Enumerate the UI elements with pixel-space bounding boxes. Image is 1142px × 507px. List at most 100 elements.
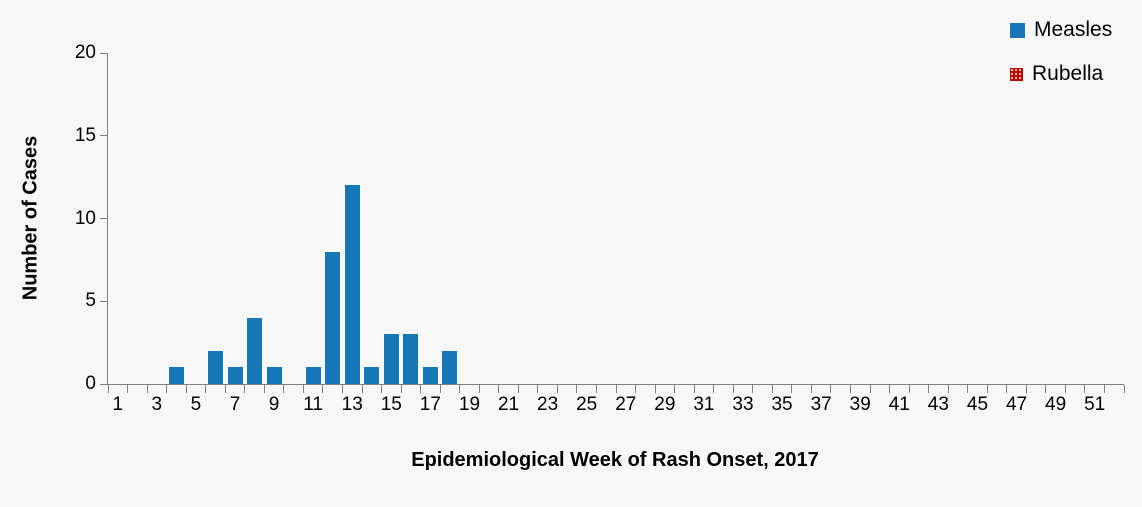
x-tick-label-21: 21 [497,394,520,415]
legend: Measles Rubella [1010,18,1112,106]
x-tick-51 [1103,385,1105,393]
x-tick-label-7: 7 [229,394,241,415]
x-tick-41 [908,385,910,393]
x-tick-42 [928,385,930,393]
x-tick-label-15: 15 [380,394,402,415]
x-tick-38 [849,385,851,393]
y-axis-title: Number of Cases [19,135,42,301]
x-tick-48 [1045,385,1047,393]
bar-measles-week-18 [442,350,458,384]
x-tick-34 [771,385,773,393]
y-tick-label-15: 15 [74,124,96,146]
rubella-swatch-icon [1010,67,1023,81]
bar-measles-week-15 [383,334,399,384]
x-tick-32 [732,385,734,393]
y-tick-label-5: 5 [85,290,96,312]
y-tick-10 [100,218,107,219]
x-tick-22 [537,385,539,393]
x-tick-29 [674,385,676,393]
bar-measles-week-17 [422,367,438,384]
x-tick-18 [459,385,461,393]
x-tick-52 [1123,385,1125,393]
x-tick-7 [244,385,246,393]
bar-measles-week-9 [266,367,282,384]
x-tick-14 [381,385,383,393]
x-tick-10 [302,385,304,393]
x-tick-label-41: 41 [888,394,910,415]
x-tick-label-49: 49 [1045,394,1067,415]
x-tick-23 [556,385,558,393]
bar-measles-week-13 [344,185,360,384]
y-tick-label-20: 20 [74,42,96,63]
x-tick-label-19: 19 [458,394,481,415]
x-tick-45 [986,385,988,393]
x-tick-2 [146,385,148,393]
x-tick-33 [752,385,754,393]
x-tick-label-25: 25 [576,394,598,415]
x-tick-3 [166,385,168,393]
x-tick-label-27: 27 [615,394,637,415]
x-tick-label-45: 45 [966,394,989,415]
x-tick-17 [439,385,441,393]
y-tick-5 [100,300,107,302]
x-axis-title: Epidemiological Week of Rash Onset, 2017 [411,449,819,471]
x-tick-27 [635,385,637,393]
measles-swatch-icon [1010,22,1025,38]
x-tick-label-29: 29 [654,394,676,415]
x-tick-label-39: 39 [849,394,871,415]
x-tick-label-5: 5 [190,394,202,415]
legend-item-measles: Measles [1010,18,1112,42]
x-tick-40 [889,385,891,393]
x-tick-26 [615,385,617,393]
x-tick-label-33: 33 [732,394,754,415]
x-tick-label-31: 31 [693,394,715,415]
x-tick-8 [263,385,265,393]
x-tick-43 [947,385,949,393]
x-tick-39 [869,385,871,393]
bar-measles-week-12 [325,251,341,384]
y-tick-15 [100,135,107,137]
x-tick-47 [1025,385,1027,393]
legend-item-rubella: Rubella [1010,62,1112,86]
bar-measles-week-4 [168,367,184,384]
bar-measles-week-6 [207,350,223,384]
bar-measles-week-7 [227,367,243,384]
x-tick-28 [654,385,656,393]
x-tick-1 [127,385,129,393]
x-tick-50 [1084,385,1086,393]
x-tick-21 [517,385,519,393]
y-tick-label-10: 10 [74,207,96,229]
x-tick-4 [185,385,187,393]
x-tick-19 [478,385,480,393]
bar-measles-week-14 [364,367,380,384]
bar-measles-week-8 [247,317,263,384]
y-tick-20 [100,52,107,54]
bar-measles-week-16 [403,334,419,384]
x-tick-35 [791,385,793,393]
x-tick-24 [576,385,578,393]
x-tick-49 [1064,385,1066,393]
x-tick-13 [361,385,363,393]
y-tick-label-0: 0 [85,373,96,394]
x-tick-44 [967,385,969,393]
x-tick-label-51: 51 [1084,394,1106,415]
plot-area: 0 5 10 15 20 1 3 5 7 9 11 13 15 17 19 21 23 25 27 29 31 33 35 3… [75,43,1125,415]
legend-label-measles: Measles [1034,18,1113,41]
x-tick-label-23: 23 [537,394,559,415]
bar-measles-week-11 [305,367,321,384]
x-tick-30 [693,385,695,393]
x-tick-11 [322,385,324,393]
x-tick-label-1: 1 [112,394,124,415]
x-tick-5 [205,385,207,393]
x-tick-36 [810,385,812,393]
x-tick-46 [1006,385,1008,393]
x-tick-16 [420,385,422,393]
x-tick-label-37: 37 [810,394,832,415]
x-tick-12 [341,385,343,393]
x-tick-label-13: 13 [341,394,363,415]
legend-label-rubella: Rubella [1032,62,1104,85]
x-tick-label-9: 9 [268,394,280,415]
x-tick-label-3: 3 [151,394,163,415]
y-tick-0 [100,383,107,385]
